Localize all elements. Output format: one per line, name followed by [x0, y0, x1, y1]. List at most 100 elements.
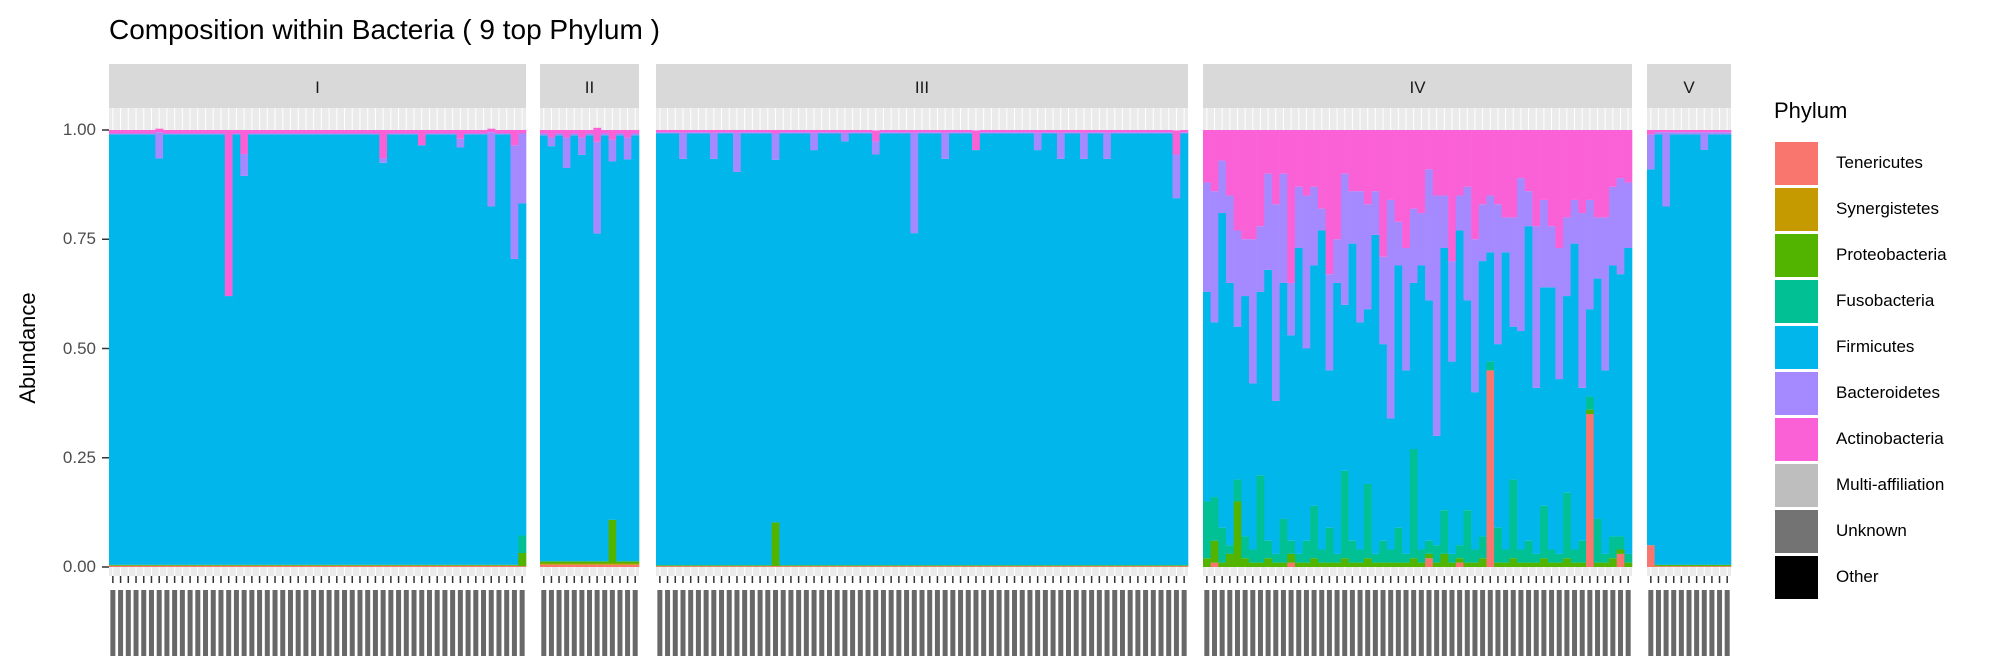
bar-segment-proteobacteria	[1080, 565, 1089, 567]
bar-segment-firmicutes	[600, 135, 609, 562]
bar-segment-fusobacteria	[1218, 527, 1227, 563]
bar-segment-proteobacteria	[1425, 553, 1434, 559]
bar-segment-tenericutes	[363, 565, 372, 567]
bar-segment-proteobacteria	[864, 565, 873, 567]
bar-segment-tenericutes	[1164, 566, 1173, 567]
x-tick-label-illegible	[1541, 590, 1547, 656]
bar-segment-bacteroidetes	[740, 132, 749, 134]
x-tick-label-illegible	[133, 590, 139, 656]
bar-segment-firmicutes	[1241, 296, 1250, 537]
bar-segment-actinobacteria	[1333, 130, 1342, 240]
x-tick-label-illegible	[958, 590, 964, 656]
bar-segment-firmicutes	[502, 134, 511, 565]
bar-segment-firmicutes	[1394, 265, 1403, 528]
bar-segment-fusobacteria	[1540, 505, 1549, 559]
bar-segment-firmicutes	[124, 134, 133, 565]
bar-segment-proteobacteria	[1386, 562, 1395, 567]
bar-segment-bacteroidetes	[410, 133, 419, 135]
bar-segment-firmicutes	[371, 134, 380, 565]
bar-segment-bacteroidetes	[441, 133, 450, 135]
bar-segment-firmicutes	[248, 134, 257, 565]
bar-segment-actinobacteria	[1049, 130, 1058, 133]
x-tick-label-illegible	[1724, 590, 1730, 656]
bar-segment-bacteroidetes	[1654, 132, 1663, 135]
x-tick-label-illegible	[1135, 590, 1141, 656]
x-tick-label-illegible	[349, 590, 355, 656]
x-tick-label-illegible	[1671, 590, 1677, 656]
bar-segment-bacteroidetes	[1026, 132, 1035, 134]
x-tick-label-illegible	[511, 590, 517, 656]
bar-segment-actinobacteria	[910, 130, 919, 133]
x-tick-label-illegible	[365, 590, 371, 656]
bar-segment-tenericutes	[725, 566, 734, 567]
bar-segment-tenericutes	[671, 566, 680, 567]
bar-segment-firmicutes	[1118, 133, 1127, 566]
bar-segment-bacteroidetes	[1325, 274, 1334, 371]
y-tick-label: 0.50	[62, 339, 96, 358]
bar-segment-bacteroidetes	[433, 133, 442, 135]
bar-segment-tenericutes	[987, 566, 996, 567]
x-tick-label-illegible	[141, 590, 147, 656]
bar-segment-firmicutes	[925, 133, 934, 566]
bar-segment-proteobacteria	[170, 564, 179, 566]
bar-segment-proteobacteria	[1409, 558, 1418, 567]
bar-segment-bacteroidetes	[593, 141, 602, 234]
bar-segment-actinobacteria	[1486, 130, 1495, 196]
x-tick-label-illegible	[1472, 590, 1478, 656]
bar-segment-tenericutes	[178, 565, 187, 567]
bar-segment-bacteroidetes	[394, 133, 403, 135]
bar-segment-bacteroidetes	[902, 132, 911, 134]
bar-segment-actinobacteria	[1010, 130, 1019, 133]
bar-segment-firmicutes	[1310, 265, 1319, 506]
bar-segment-synergistetes	[623, 563, 632, 565]
bar-segment-tenericutes	[433, 565, 442, 567]
bar-segment-firmicutes	[810, 150, 819, 566]
bar-segment-tenericutes	[1087, 566, 1096, 567]
bar-segment-firmicutes	[170, 134, 179, 565]
x-tick-label-illegible	[1280, 590, 1286, 656]
bar-segment-firmicutes	[995, 133, 1004, 566]
bar-segment-firmicutes	[1110, 133, 1119, 566]
x-tick-label-illegible	[1166, 590, 1172, 656]
bar-segment-tenericutes	[1425, 558, 1434, 567]
bar-segment-firmicutes	[608, 161, 617, 520]
bar-segment-tenericutes	[232, 565, 241, 567]
bar-segment-actinobacteria	[1033, 130, 1042, 133]
bar-segment-fusobacteria	[1371, 553, 1380, 563]
bar-segment-firmicutes	[763, 133, 772, 566]
bar-segment-actinobacteria	[1386, 130, 1395, 200]
bar-segment-proteobacteria	[332, 564, 341, 566]
x-tick-label-illegible	[1418, 590, 1424, 656]
bar-segment-actinobacteria	[1417, 130, 1426, 214]
bar-segment-actinobacteria	[1478, 130, 1487, 205]
bar-segment-actinobacteria	[1294, 130, 1303, 187]
bar-segment-bacteroidetes	[1302, 195, 1311, 349]
bar-segment-firmicutes	[1555, 379, 1564, 554]
x-tick-label-illegible	[1012, 590, 1018, 656]
bar-segment-actinobacteria	[410, 130, 419, 134]
x-tick-label-illegible	[195, 590, 201, 656]
bar-segment-proteobacteria	[1180, 565, 1189, 567]
bar-segment-tenericutes	[1654, 566, 1663, 567]
bar-segment-bacteroidetes	[1287, 282, 1296, 336]
bar-segment-tenericutes	[663, 566, 672, 567]
bar-segment-actinobacteria	[1402, 130, 1411, 248]
bar-segment-actinobacteria	[232, 130, 241, 134]
bar-segment-firmicutes	[1509, 326, 1518, 480]
bar-segment-proteobacteria	[547, 561, 556, 564]
bar-segment-firmicutes	[1616, 274, 1625, 537]
bar-segment-bacteroidetes	[248, 133, 257, 135]
bar-segment-actinobacteria	[456, 130, 465, 139]
bar-segment-actinobacteria	[694, 130, 703, 133]
bar-segment-actinobacteria	[217, 130, 226, 134]
bar-segment-firmicutes	[348, 134, 357, 565]
bar-segment-fusobacteria	[1593, 518, 1602, 563]
bar-segment-fusobacteria	[1555, 553, 1564, 563]
bar-segment-proteobacteria	[1708, 564, 1717, 567]
bar-segment-firmicutes	[224, 296, 233, 565]
bar-segment-tenericutes	[132, 565, 141, 567]
bar-segment-firmicutes	[1478, 261, 1487, 537]
x-tick-label-illegible	[1242, 590, 1248, 656]
bar-segment-firmicutes	[263, 134, 272, 565]
bar-segment-tenericutes	[1002, 566, 1011, 567]
